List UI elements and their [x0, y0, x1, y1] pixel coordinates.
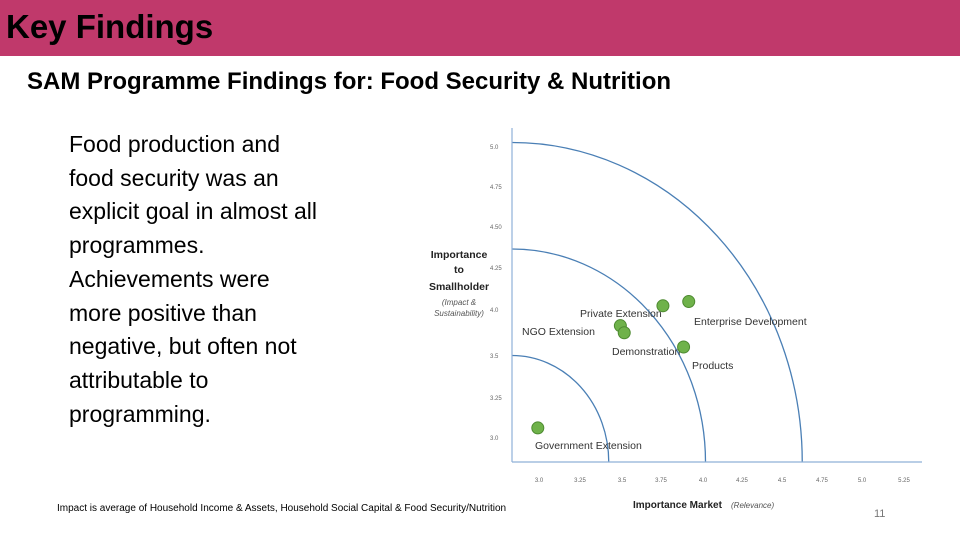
point-label: Private Extension [580, 308, 662, 320]
slide-subtitle: SAM Programme Findings for: Food Securit… [27, 68, 672, 95]
body-line: programmes. [69, 232, 205, 259]
data-point [617, 326, 631, 340]
y-tick-label: 4.25 [490, 266, 502, 272]
y-tick-label: 3.0 [490, 436, 499, 442]
body-line: negative, but often not [69, 333, 297, 360]
x-tick-label: 5.0 [858, 478, 867, 484]
y-axis-title: Smallholder [429, 281, 489, 293]
x-tick-label: 3.5 [618, 478, 627, 484]
x-tick-label: 5.25 [898, 478, 910, 484]
body-line: attributable to [69, 366, 209, 393]
y-tick-label: 3.5 [490, 354, 499, 360]
data-point [682, 295, 696, 309]
body-line: Food production and [69, 131, 280, 157]
body-text: Food production and food security was an… [69, 128, 369, 431]
y-tick-label: 3.25 [490, 396, 502, 402]
data-point [531, 421, 545, 435]
x-tick-label: 3.75 [655, 478, 667, 484]
slide-title: Key Findings [6, 8, 214, 45]
body-line: programming. [69, 400, 211, 427]
body-line: explicit goal in almost all [69, 198, 318, 225]
body-line: food security was an [69, 164, 279, 191]
x-tick-label: 4.75 [816, 478, 828, 484]
x-axis-title: Importance Market [633, 500, 723, 511]
body-line: more positive than [69, 299, 257, 326]
x-tick-label: 4.0 [699, 478, 708, 484]
body-line: Achievements were [69, 265, 270, 292]
y-tick-label: 5.0 [490, 145, 499, 151]
x-tick-label: 4.5 [778, 478, 787, 484]
x-tick-label: 3.0 [535, 478, 544, 484]
x-tick-label: 3.25 [574, 478, 586, 484]
y-tick-label: 4.75 [490, 185, 502, 191]
title-bar: Key Findings [0, 0, 960, 56]
y-axis-subtitle: Sustainability) [434, 309, 484, 318]
y-axis-title: Importance [431, 249, 488, 261]
y-tick-label: 4.0 [490, 308, 499, 314]
quadrant-arc [511, 354, 610, 463]
data-point [656, 299, 670, 313]
quadrant-arc [511, 141, 803, 463]
point-label: Government Extension [535, 440, 642, 452]
point-label: Enterprise Development [694, 316, 807, 328]
x-tick-label: 4.25 [736, 478, 748, 484]
x-axis-subtitle: (Relevance) [731, 501, 774, 510]
page-number: 11 [874, 508, 886, 520]
quadrant-arc [511, 248, 707, 463]
y-tick-label: 4.50 [490, 225, 502, 231]
y-axis-subtitle: (Impact & [442, 298, 476, 307]
point-label: Products [692, 360, 733, 372]
point-label: NGO Extension [522, 326, 595, 338]
footnote: Impact is average of Household Income & … [57, 503, 507, 514]
y-axis-title: to [454, 264, 464, 276]
point-label: Demonstration [612, 346, 680, 358]
data-point [677, 340, 691, 354]
